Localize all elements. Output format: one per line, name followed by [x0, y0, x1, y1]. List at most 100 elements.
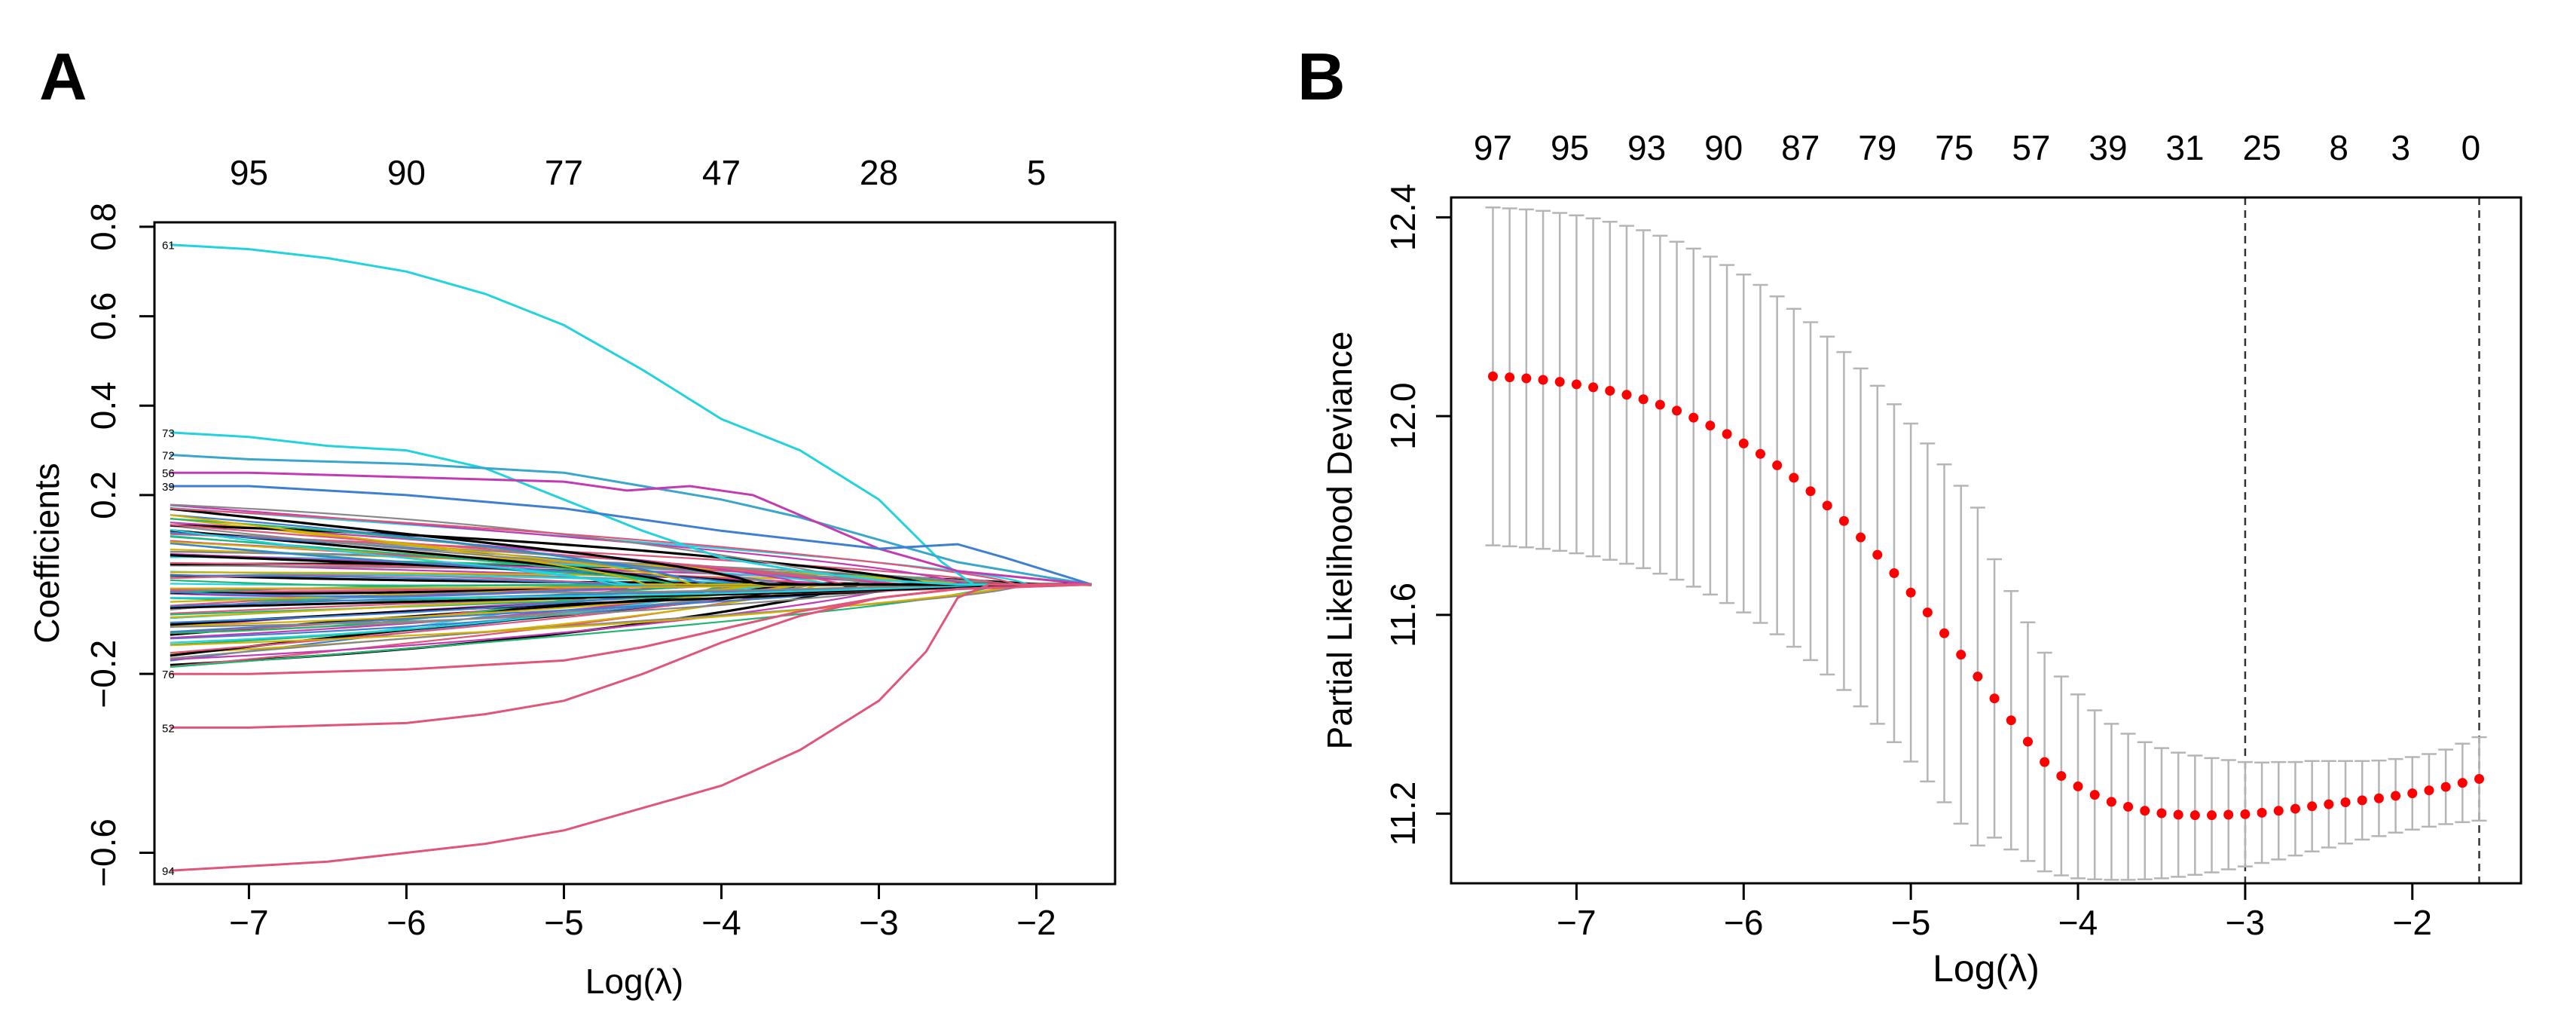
top-tick-label: 5 [1027, 153, 1047, 192]
coefficient-line [170, 506, 1092, 586]
x-tick-label: −2 [1016, 903, 1056, 942]
deviance-point [1889, 568, 1899, 579]
top-tick-label: 47 [702, 153, 741, 192]
y-tick-label: −0.6 [84, 818, 123, 887]
top-tick-label: 90 [387, 153, 426, 192]
top-tick-label: 75 [1935, 128, 1973, 167]
deviance-point [2123, 801, 2134, 812]
top-axis: 95 90 77 47 28 5 [230, 153, 1046, 192]
panel-a-letter: A [39, 39, 87, 114]
y-tick-label: 0.6 [84, 292, 123, 341]
y-tick-label: 12.4 [1383, 184, 1422, 252]
top-tick-label: 77 [545, 153, 583, 192]
x-tick-label: −6 [1724, 903, 1763, 942]
coefficient-line-highlighted [170, 243, 1092, 586]
deviance-points [1487, 371, 2485, 821]
deviance-point [2056, 771, 2067, 782]
deviance-point [1822, 500, 1832, 511]
variable-label: 39 [162, 481, 175, 494]
variable-label: 61 [162, 240, 175, 252]
deviance-point [2156, 808, 2167, 818]
deviance-point [2424, 785, 2434, 796]
deviance-point [2440, 782, 2451, 792]
x-axis: −7 −6 −5 −4 −3 −2 [1557, 882, 2432, 942]
y-tick-label: 0.2 [84, 471, 123, 519]
deviance-point [1621, 390, 1632, 400]
deviance-point [2290, 803, 2300, 814]
y-axis-label: Coefficients [27, 463, 66, 644]
deviance-point [2089, 790, 2100, 800]
deviance-point [2307, 801, 2318, 812]
deviance-point [2223, 809, 2234, 820]
top-tick-label: 95 [1551, 128, 1589, 167]
y-axis: 0.8 0.6 0.4 0.2 −0.2 −0.6 [84, 203, 154, 887]
x-tick-label: −7 [229, 903, 268, 942]
deviance-point [2407, 788, 2418, 799]
deviance-point [1805, 486, 1816, 497]
deviance-point [1789, 473, 1799, 483]
deviance-point [1772, 460, 1783, 470]
y-tick-label: 11.2 [1383, 782, 1422, 846]
coefficient-lines [170, 243, 1092, 872]
x-tick-label: −4 [701, 903, 741, 942]
deviance-point [2073, 781, 2083, 791]
y-axis-label: Partial Likelihood Deviance [1320, 332, 1359, 750]
deviance-point [2340, 797, 2351, 808]
deviance-point [1856, 532, 1866, 543]
top-tick-label: 28 [860, 153, 898, 192]
coefficient-line-highlighted [170, 485, 1092, 586]
top-tick-label: 39 [2089, 128, 2127, 167]
deviance-point [1487, 371, 1498, 381]
coefficient-line [170, 533, 1092, 586]
deviance-point [2474, 774, 2485, 785]
x-tick-label: −6 [387, 903, 426, 942]
x-axis: −7 −6 −5 −4 −3 −2 [229, 883, 1056, 942]
x-tick-label: −5 [1891, 903, 1930, 942]
deviance-point [2022, 736, 2033, 747]
variable-label: 94 [162, 865, 175, 878]
variable-label: 72 [162, 449, 175, 462]
deviance-point [1755, 448, 1765, 459]
variable-label: 73 [162, 427, 175, 440]
deviance-point [1571, 379, 1581, 390]
cross-validation-chart: 97 95 93 90 87 79 75 57 39 31 25 8 3 0 −7 −6 −5 −4 −3 −2 1… [1320, 128, 2523, 990]
top-tick-label: 97 [1474, 128, 1512, 167]
deviance-point [1638, 394, 1649, 405]
y-axis: 11.2 11.6 12.0 12.4 [1383, 184, 1453, 846]
deviance-point [1655, 399, 1665, 410]
deviance-point [1605, 386, 1615, 396]
x-tick-label: −3 [2226, 903, 2265, 942]
plot-frame [1450, 196, 2523, 885]
deviance-point [1672, 405, 1682, 416]
variable-label: 76 [162, 669, 175, 681]
deviance-point [1939, 628, 1950, 638]
x-tick-label: −5 [544, 903, 583, 942]
deviance-point [1905, 587, 1916, 598]
deviance-point [2357, 795, 2367, 806]
deviance-point [2324, 799, 2334, 809]
top-tick-label: 87 [1781, 128, 1820, 167]
deviance-point [1722, 429, 1732, 439]
panel-b-letter: B [1297, 39, 1346, 114]
deviance-point [2240, 809, 2251, 819]
deviance-point [1554, 377, 1565, 387]
coefficient-line-highlighted [170, 454, 1092, 586]
deviance-point [1738, 438, 1749, 448]
top-tick-label: 95 [230, 153, 268, 192]
top-axis: 97 95 93 90 87 79 75 57 39 31 25 8 3 0 [1474, 128, 2480, 167]
coefficient-line-highlighted [170, 583, 1092, 675]
top-tick-label: 93 [1627, 128, 1666, 167]
deviance-point [1922, 607, 1933, 618]
y-tick-label: 11.6 [1383, 583, 1422, 647]
top-tick-label: 8 [2329, 128, 2348, 167]
deviance-point [1538, 375, 1548, 385]
x-axis-label: Log(λ) [1933, 947, 2040, 990]
coefficient-line [170, 583, 1092, 647]
x-axis-label: Log(λ) [585, 962, 683, 1001]
deviance-point [1989, 693, 2000, 704]
deviance-point [1688, 412, 1699, 423]
deviance-point [1505, 372, 1515, 383]
coefficient-line-highlighted [170, 471, 1092, 586]
